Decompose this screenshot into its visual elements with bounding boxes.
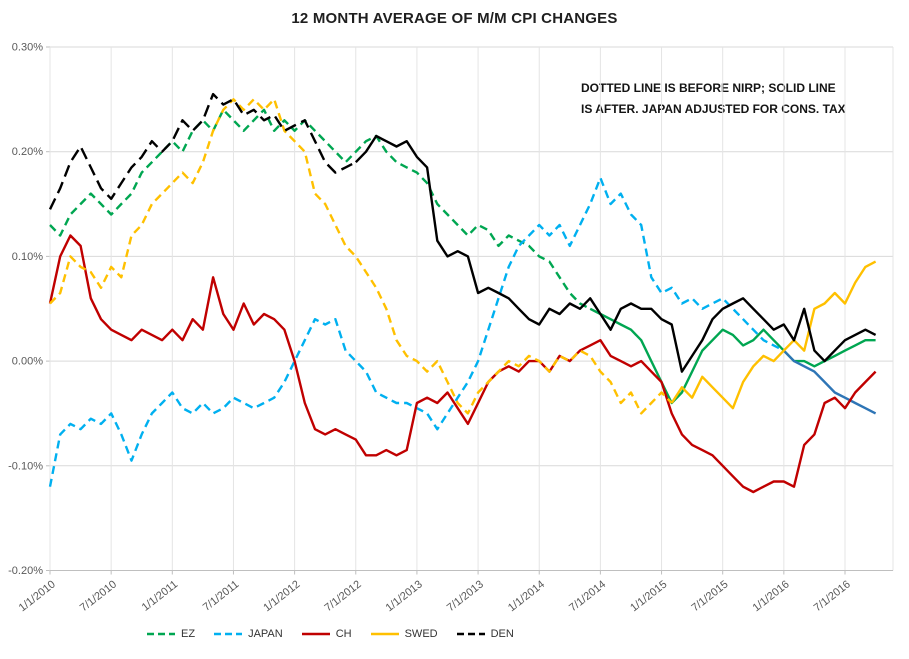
y-axis-label: 0.00% [12, 356, 43, 368]
series-swed-solid [670, 260, 877, 410]
series-den-solid [354, 134, 877, 373]
y-axis-label: 0.30% [12, 42, 43, 54]
legend-swatch-ch-icon [301, 632, 330, 636]
y-axis-label: 0.10% [12, 251, 43, 263]
x-axis-label: 1/1/2012 [261, 578, 302, 614]
legend-item-ch: CH [301, 628, 352, 640]
x-axis-label: 7/1/2010 [78, 578, 119, 614]
legend-swatch-japan-icon [214, 632, 243, 636]
x-axis-label: 1/1/2014 [506, 578, 547, 614]
x-axis-label: 1/1/2011 [140, 578, 180, 613]
y-axis-label: -0.10% [8, 460, 43, 472]
series-ez-dashed [49, 108, 591, 310]
series-ez-solid [589, 307, 876, 405]
legend-item-japan: JAPAN [213, 628, 283, 640]
series-ch-solid [48, 234, 877, 494]
x-axis-label: 7/1/2014 [567, 578, 608, 614]
x-axis-label: 1/1/2016 [751, 578, 792, 614]
y-axis-label: -0.20% [8, 565, 43, 577]
x-axis-label: 1/1/2013 [384, 578, 425, 614]
x-axis-label: 7/1/2012 [322, 578, 363, 614]
x-axis-label: 1/1/2015 [628, 578, 669, 614]
legend-label-ez: EZ [181, 628, 196, 640]
x-axis-label: 7/1/2011 [201, 578, 241, 613]
x-axis-label: 7/1/2013 [445, 578, 486, 614]
legend-label-ch: CH [335, 628, 352, 640]
x-axis-label: 7/1/2016 [812, 578, 853, 614]
legend-label-den: DEN [490, 628, 514, 640]
annotation-line-2: IS AFTER. JAPAN ADJUSTED FOR CONS. TAX [581, 102, 846, 116]
annotation-line-1: DOTTED LINE IS BEFORE NIRP; SOLID LINE [581, 81, 836, 95]
series-japan-solid [782, 349, 877, 415]
legend-item-ez: EZ [146, 628, 195, 640]
x-axis-label: 7/1/2015 [689, 578, 730, 614]
legend-swatch-ez-icon [147, 632, 175, 636]
series-den-dashed [48, 92, 357, 210]
y-axis-label: 0.20% [12, 146, 43, 158]
legend-label-swed: SWED [404, 628, 438, 640]
series-swed-dashed [49, 98, 673, 415]
x-axis-label: 1/1/2010 [17, 578, 58, 614]
chart-legend: EZ JAPAN CH SWED DEN [146, 628, 514, 640]
chart-title: 12 MONTH AVERAGE OF M/M CPI CHANGES [291, 10, 618, 27]
legend-swatch-den-icon [456, 632, 485, 636]
legend-label-japan: JAPAN [248, 628, 283, 640]
legend-item-den: DEN [456, 628, 514, 640]
legend-swatch-swed-icon [370, 632, 399, 636]
chart-annotation: DOTTED LINE IS BEFORE NIRP; SOLID LINE I… [581, 78, 846, 120]
legend-item-swed: SWED [370, 628, 438, 640]
